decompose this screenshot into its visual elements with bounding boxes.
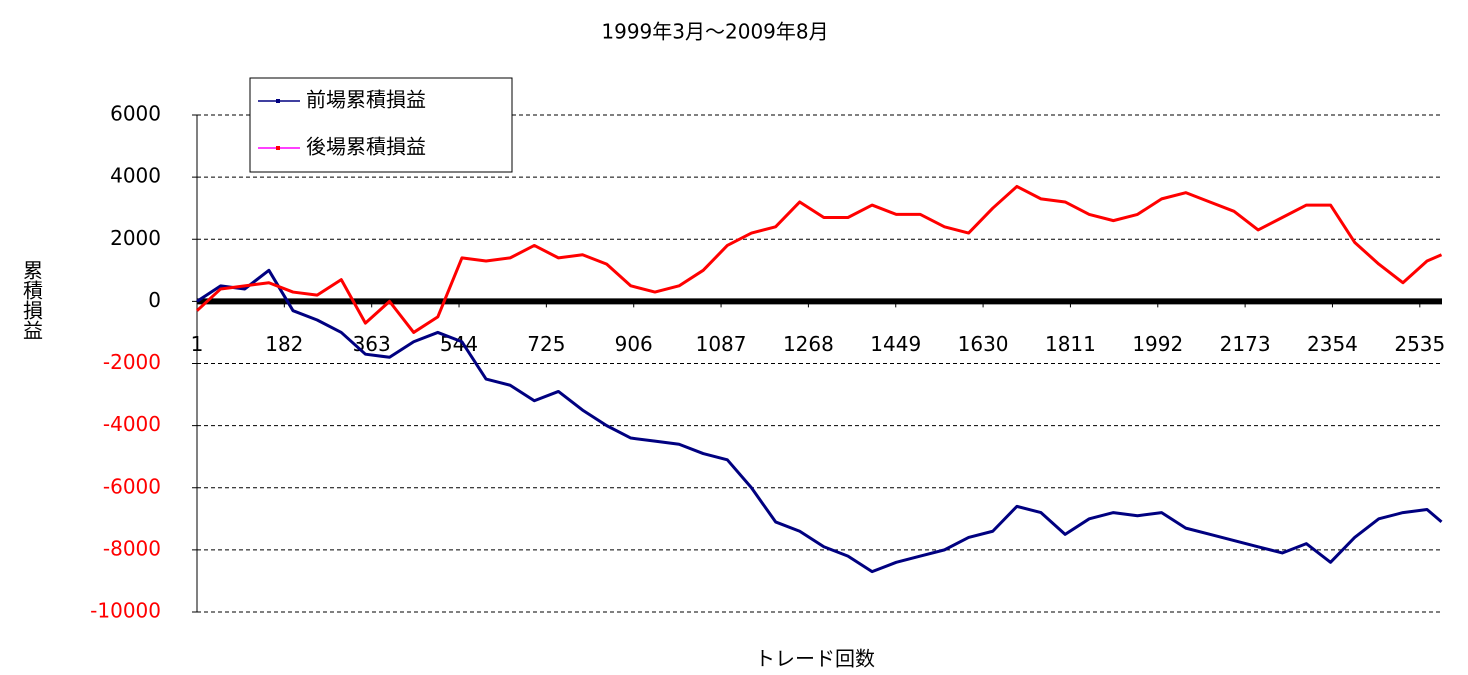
x-tick-label: 2535: [1394, 332, 1445, 356]
x-tick-label: 182: [265, 332, 303, 356]
x-tick-label: 2354: [1307, 332, 1358, 356]
x-tick-label: 1449: [870, 332, 921, 356]
x-tick-label: 906: [615, 332, 653, 356]
legend-label: 後場累積損益: [306, 135, 426, 159]
x-axis-label: トレード回数: [755, 647, 875, 671]
legend-label: 前場累積損益: [306, 88, 426, 112]
y-tick-label: -6000: [103, 474, 161, 498]
x-tick-label: 1992: [1132, 332, 1183, 356]
y-tick-label: -10000: [90, 599, 161, 623]
y-tick-label: 0: [148, 288, 161, 312]
legend-marker: [276, 99, 280, 103]
x-tick-label: 725: [527, 332, 565, 356]
y-tick-label: -4000: [103, 412, 161, 436]
y-tick-label: -2000: [103, 350, 161, 374]
x-tick-label: 1: [191, 332, 204, 356]
chart-title: 1999年3月〜2009年8月: [601, 20, 828, 44]
legend-box: [249, 77, 513, 173]
y-axis-label: 累積損益: [20, 260, 44, 340]
y-tick-label: 4000: [110, 164, 161, 188]
legend-marker: [276, 146, 280, 150]
y-tick-label: 2000: [110, 226, 161, 250]
series-line: [196, 268, 1443, 574]
x-tick-label: 1268: [783, 332, 834, 356]
x-tick-label: 1087: [696, 332, 747, 356]
x-tick-label: 1811: [1045, 332, 1096, 356]
y-tick-label: 6000: [110, 102, 161, 126]
series-line: [195, 184, 1443, 334]
x-tick-label: 2173: [1220, 332, 1271, 356]
x-tick-label: 363: [353, 332, 391, 356]
y-tick-label: -8000: [103, 536, 161, 560]
x-tick-label: 1630: [958, 332, 1009, 356]
